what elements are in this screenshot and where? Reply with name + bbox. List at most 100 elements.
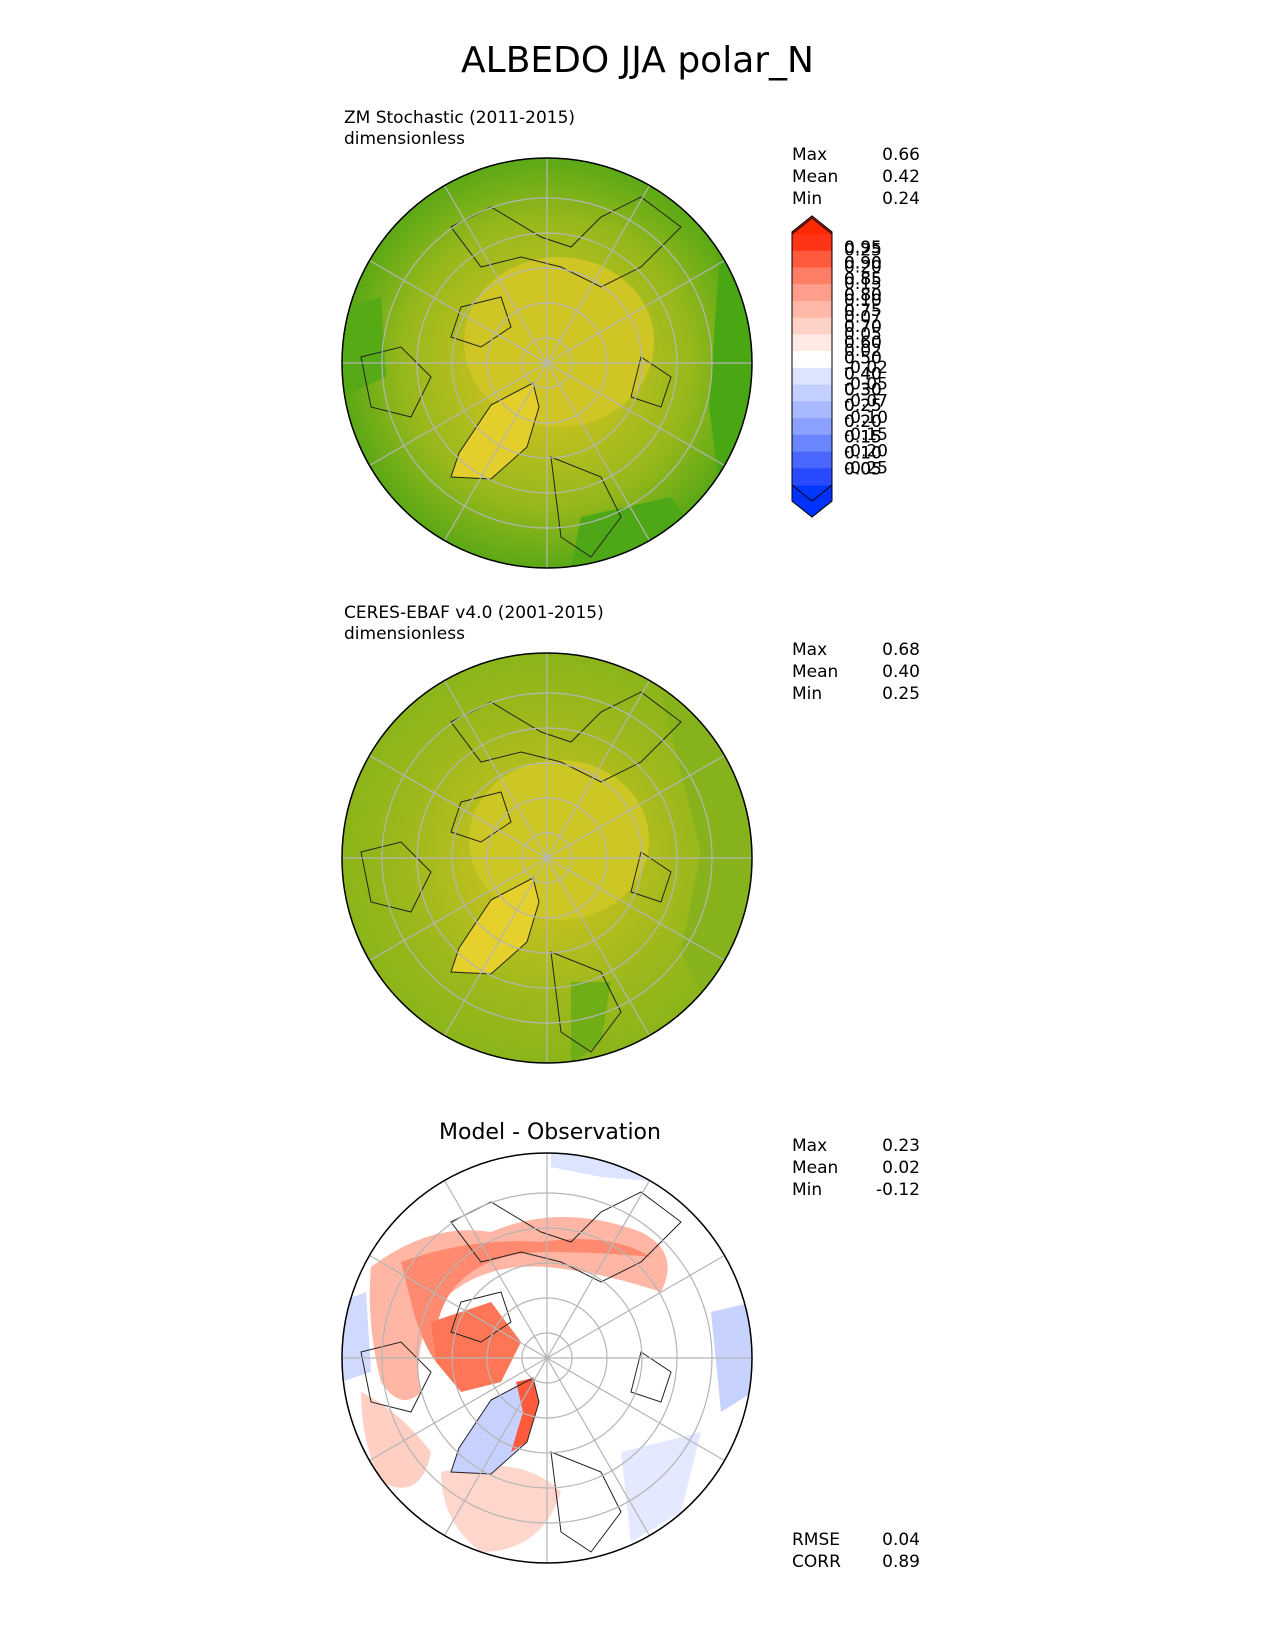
metric-value: 0.89 xyxy=(882,1552,920,1572)
colorbar-tick-label: 0.60 xyxy=(844,333,882,353)
panel1-polar-map xyxy=(341,157,753,569)
diff-positive-southwest xyxy=(361,1392,431,1488)
panel2-low-east xyxy=(661,692,752,1032)
diff-coastlines xyxy=(360,1191,682,1553)
colorbar-swatch xyxy=(792,351,832,369)
stat-row: Min -0.12 xyxy=(792,1179,920,1201)
colorbar-tick-label: 0.25 xyxy=(844,396,882,416)
diff-map-boundary xyxy=(341,1152,753,1564)
colorbar-tick-label: 0.90 xyxy=(844,254,882,274)
colorbar-tick-label: 0.50 xyxy=(844,349,882,369)
colorbar-tick-label: 0.70 xyxy=(844,317,882,337)
stat-name: Max xyxy=(792,1136,828,1156)
colorbar-tick-label: 0.05 xyxy=(844,459,882,479)
stat-row: Mean 0.40 xyxy=(792,661,920,683)
stat-value: 0.24 xyxy=(882,189,920,209)
colorbar-tick-label: 0.30 xyxy=(844,380,882,400)
stat-row: Mean 0.42 xyxy=(792,166,920,188)
panel1-dataset-label: ZM Stochastic (2011-2015) xyxy=(344,108,576,128)
stat-name: Min xyxy=(792,189,823,209)
metric-row: RMSE 0.04 xyxy=(792,1529,920,1551)
stat-name: Max xyxy=(792,640,828,660)
colorbar-tick-label: 0.20 xyxy=(844,412,882,432)
colorbar-tick-label: 0.85 xyxy=(844,269,882,289)
colorbar-swatch xyxy=(792,468,832,486)
stat-row: Max 0.23 xyxy=(792,1135,920,1157)
panel2-stats: Max 0.68 Mean 0.40 Min 0.25 xyxy=(792,639,920,705)
colorbar-tick-label: -0.07 xyxy=(844,391,888,411)
colorbar-swatch xyxy=(792,317,832,335)
colorbar-tick-label: 0.50 xyxy=(844,349,882,369)
colorbar-tick-label: 0.07 xyxy=(844,308,882,328)
stat-value: 0.40 xyxy=(882,662,920,682)
stat-row: Max 0.68 xyxy=(792,639,920,661)
colorbar-tick-label: 0.20 xyxy=(844,257,882,277)
stat-value: 0.23 xyxy=(882,1136,920,1156)
colorbar-tick-label: 0.10 xyxy=(844,444,882,464)
colorbar-tick-label: 0.95 xyxy=(844,238,882,258)
difference-polar-map xyxy=(341,1152,753,1564)
difference-stats: Max 0.23 Mean 0.02 Min -0.12 xyxy=(792,1135,920,1201)
panel2-units-label: dimensionless xyxy=(344,624,465,644)
difference-colorbar: 0.250.200.150.100.070.050.02-0.02-0.05-0… xyxy=(791,217,888,502)
stat-value: 0.02 xyxy=(882,1158,920,1178)
panel1-greenland-high xyxy=(451,383,539,479)
colorbar-swatch xyxy=(792,451,832,469)
colorbar-swatch xyxy=(792,418,832,436)
colorbar-swatch xyxy=(792,434,832,453)
panel1-stats: Max 0.66 Mean 0.42 Min 0.24 xyxy=(792,144,920,210)
stat-row: Mean 0.02 xyxy=(792,1157,920,1179)
diff-negative-east xyxy=(711,1302,752,1412)
panel1-map-boundary xyxy=(341,157,753,569)
diff-negative-southeast xyxy=(621,1432,701,1542)
metric-row: CORR 0.89 xyxy=(792,1551,920,1573)
figure-title: ALBEDO JJA polar_N xyxy=(461,40,814,81)
stat-value: 0.42 xyxy=(882,167,920,187)
colorbar-tick-label: 0.20 xyxy=(844,412,882,432)
colorbar-outline xyxy=(791,215,833,518)
colorbar-tick-label: 0.95 xyxy=(844,238,882,258)
colorbar-tick-label: 0.05 xyxy=(844,459,882,479)
stat-name: Mean xyxy=(792,167,839,187)
difference-title: Model - Observation xyxy=(439,1120,661,1145)
diff-negative-west xyxy=(342,1292,371,1382)
colorbar-tick-label: 0.85 xyxy=(844,269,882,289)
colorbar-lower-extend xyxy=(792,485,832,501)
colorbar-tick-label: 0.02 xyxy=(844,341,882,361)
colorbar-tick-label: 0.25 xyxy=(844,396,882,416)
stat-name: Mean xyxy=(792,1158,839,1178)
panel2-polar-map xyxy=(341,652,753,1064)
metric-name: RMSE xyxy=(792,1530,841,1550)
colorbar-tick-label: 0.90 xyxy=(844,254,882,274)
diff-positive-core xyxy=(401,1239,651,1362)
panel1-label: ZM Stochastic (2011-2015) dimensionless xyxy=(344,108,575,150)
colorbar-tick-label: 0.30 xyxy=(844,380,882,400)
colorbar-tick-label: -0.20 xyxy=(844,442,888,462)
colorbar-tick-label: 0.15 xyxy=(844,428,882,448)
panel2-map-boundary xyxy=(341,652,753,1064)
colorbar-tick-label: 0.75 xyxy=(844,301,882,321)
stat-value: -0.12 xyxy=(876,1180,920,1200)
colorbar-swatch xyxy=(792,384,832,402)
difference-metrics: RMSE 0.04 CORR 0.89 xyxy=(792,1529,920,1573)
colorbar-tick-label: 0.10 xyxy=(844,444,882,464)
panel1-units-label: dimensionless xyxy=(344,129,465,149)
colorbar-tick-label: 0.80 xyxy=(844,285,882,305)
colorbar-tick-label: 0.10 xyxy=(844,291,882,311)
colorbar-swatch xyxy=(792,234,832,252)
diff-graticule xyxy=(342,1153,752,1563)
stat-row: Max 0.66 xyxy=(792,144,920,166)
stat-value: 0.68 xyxy=(882,640,920,660)
colorbar-tick-label: 0.70 xyxy=(844,317,882,337)
stat-name: Min xyxy=(792,1180,823,1200)
colorbar-tick-label: -0.05 xyxy=(844,375,888,395)
colorbar-tick-label: 0.60 xyxy=(844,333,882,353)
colorbar-lower-extend xyxy=(792,501,832,517)
stat-value: 0.25 xyxy=(882,684,920,704)
colorbar-tick-label: 0.40 xyxy=(844,364,882,384)
stat-name: Max xyxy=(792,145,828,165)
colorbar-tick-label: -0.02 xyxy=(844,358,888,378)
colorbar-tick-label: -0.15 xyxy=(844,425,888,445)
colorbar-tick-label: 0.15 xyxy=(844,274,882,294)
panel2-greenland-high xyxy=(451,878,539,974)
